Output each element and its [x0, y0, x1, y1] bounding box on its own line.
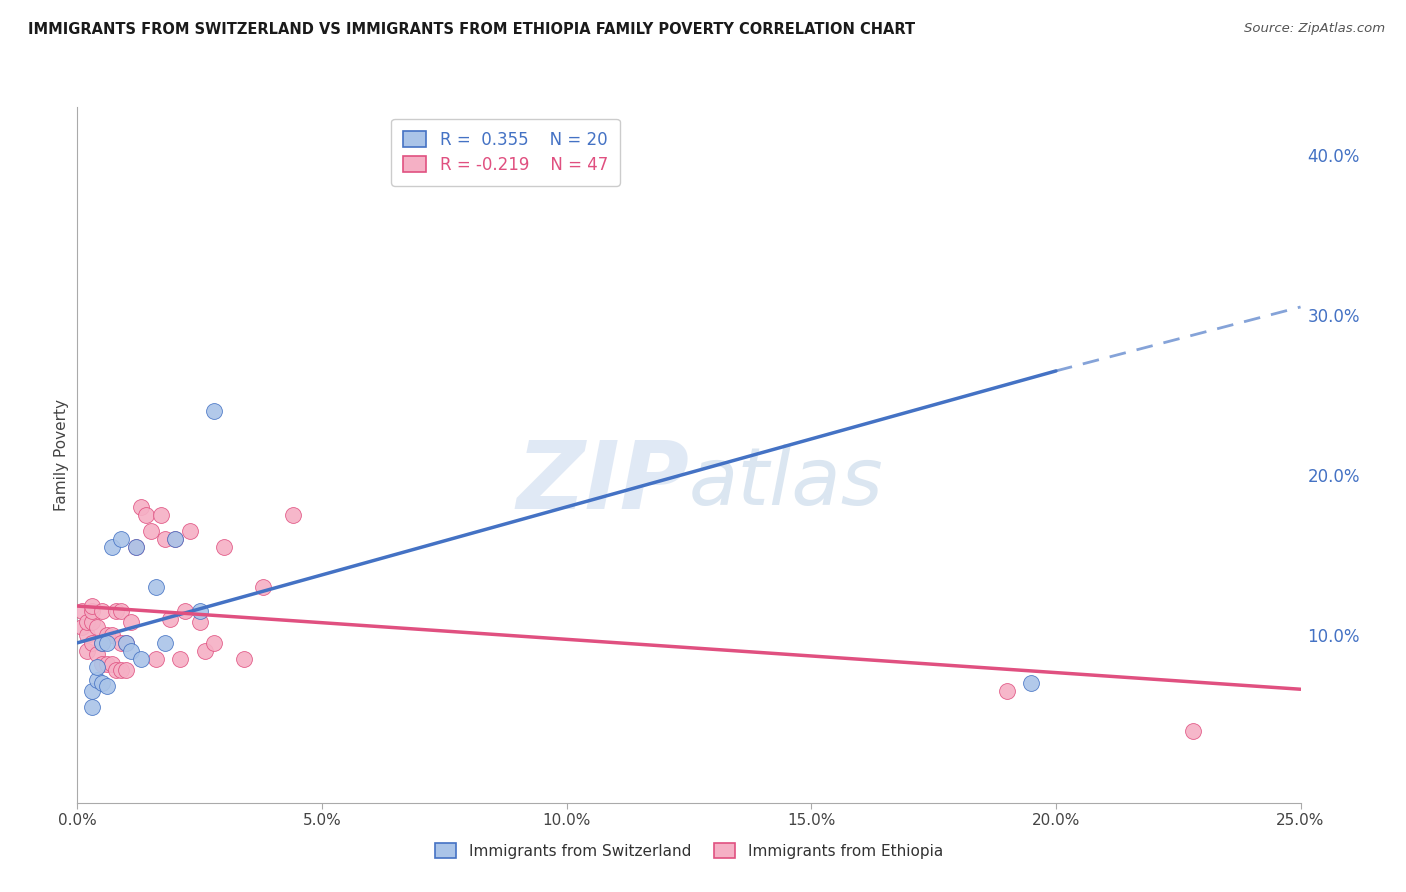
Point	[86, 620, 108, 634]
Point	[179, 524, 201, 538]
Point	[995, 683, 1018, 698]
Point	[96, 636, 118, 650]
Point	[76, 628, 98, 642]
Point	[159, 612, 181, 626]
Point	[110, 532, 132, 546]
Point	[80, 604, 103, 618]
Point	[125, 540, 148, 554]
Point	[145, 652, 167, 666]
Point	[252, 580, 274, 594]
Point	[86, 660, 108, 674]
Point	[174, 604, 197, 618]
Point	[110, 604, 132, 618]
Point	[169, 652, 191, 666]
Point	[90, 604, 112, 618]
Point	[86, 647, 108, 661]
Point	[139, 524, 162, 538]
Point	[1181, 723, 1204, 738]
Text: IMMIGRANTS FROM SWITZERLAND VS IMMIGRANTS FROM ETHIOPIA FAMILY POVERTY CORRELATI: IMMIGRANTS FROM SWITZERLAND VS IMMIGRANT…	[28, 22, 915, 37]
Point	[212, 540, 235, 554]
Point	[155, 532, 177, 546]
Point	[125, 540, 148, 554]
Point	[120, 644, 142, 658]
Point	[90, 676, 112, 690]
Point	[90, 636, 112, 650]
Point	[149, 508, 172, 522]
Point	[70, 604, 93, 618]
Point	[120, 615, 142, 629]
Point	[80, 615, 103, 629]
Point	[76, 615, 98, 629]
Point	[96, 679, 118, 693]
Point	[1021, 676, 1043, 690]
Y-axis label: Family Poverty: Family Poverty	[53, 399, 69, 511]
Point	[202, 636, 225, 650]
Point	[188, 615, 211, 629]
Point	[129, 652, 152, 666]
Point	[188, 604, 211, 618]
Point	[135, 508, 157, 522]
Text: ZIP: ZIP	[516, 437, 689, 529]
Point	[145, 580, 167, 594]
Legend: Immigrants from Switzerland, Immigrants from Ethiopia: Immigrants from Switzerland, Immigrants …	[429, 837, 949, 864]
Point	[80, 599, 103, 613]
Point	[70, 620, 93, 634]
Point	[165, 532, 187, 546]
Point	[96, 628, 118, 642]
Point	[80, 636, 103, 650]
Point	[96, 657, 118, 671]
Point	[110, 663, 132, 677]
Point	[115, 636, 138, 650]
Point	[281, 508, 304, 522]
Point	[90, 657, 112, 671]
Point	[80, 683, 103, 698]
Point	[105, 604, 128, 618]
Point	[100, 540, 122, 554]
Point	[129, 500, 152, 514]
Point	[193, 644, 215, 658]
Point	[105, 663, 128, 677]
Point	[86, 673, 108, 687]
Text: Source: ZipAtlas.com: Source: ZipAtlas.com	[1244, 22, 1385, 36]
Point	[80, 699, 103, 714]
Point	[115, 636, 138, 650]
Text: atlas: atlas	[689, 443, 884, 522]
Point	[155, 636, 177, 650]
Point	[100, 657, 122, 671]
Point	[100, 628, 122, 642]
Point	[232, 652, 254, 666]
Point	[110, 636, 132, 650]
Point	[165, 532, 187, 546]
Point	[76, 644, 98, 658]
Point	[115, 663, 138, 677]
Point	[90, 636, 112, 650]
Point	[202, 404, 225, 418]
